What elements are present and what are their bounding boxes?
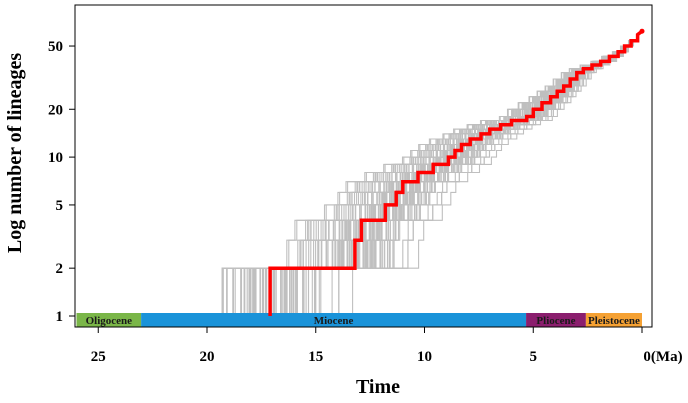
x-tick-label: 25 [91,349,106,365]
epoch-segment [585,313,642,327]
posterior-tree-line [273,30,643,316]
epoch-label: Pliocene [536,315,575,327]
posterior-tree-line [273,30,643,316]
x-tick-label: 0(Ma) [643,349,682,365]
posterior-tree-line [270,30,643,316]
x-tick-label: 15 [308,349,323,365]
y-tick-label: 50 [48,39,63,55]
posterior-tree-line [311,30,643,316]
posterior-tree-line [318,30,643,316]
x-tick-label: 20 [200,349,215,365]
epoch-label: Miocene [314,315,354,327]
epoch-label: Oligocene [86,315,133,327]
posterior-tree-line [290,30,643,316]
mcc-tree-group [268,28,645,316]
mcc-tree-end-point [639,28,645,34]
posterior-tree-line [320,30,643,316]
x-tick-label: 5 [530,349,538,365]
posterior-tree-line [295,30,643,316]
posterior-tree-line [296,30,643,316]
x-tick-label: 10 [417,349,432,365]
posterior-tree-line [295,30,643,316]
y-tick-label: 10 [48,150,63,166]
y-tick-label: 2 [56,261,64,277]
posterior-tree-line [307,30,643,316]
mcc-tree-line [268,29,644,316]
epoch-label: Pleistocene [588,315,640,327]
posterior-tree-line [274,30,643,316]
epoch-segment [76,313,142,327]
y-tick-label: 20 [48,102,63,118]
y-axis-title: Log number of lineages [4,53,26,253]
epoch-segment [141,313,527,327]
posterior-tree-line [331,30,643,316]
posterior-tree-line [307,30,643,316]
posterior-tree-line [295,30,643,316]
posterior-tree-line [295,30,643,316]
posterior-tree-line [338,30,643,316]
y-tick-label: 1 [56,309,64,325]
posterior-tree-line [272,30,643,316]
posterior-tree-line [313,30,643,316]
posterior-tree-line [291,30,643,316]
epoch-bar: Oligocene Miocene Pliocene Pleistocene [76,313,642,327]
posterior-tree-line [314,30,643,316]
epoch-segment [526,313,586,327]
y-tick-label: 5 [56,198,64,214]
posterior-tree-line [296,30,643,316]
plot-frame [74,4,653,328]
posterior-tree-line [338,30,643,316]
x-axis-title: Time [356,376,400,398]
